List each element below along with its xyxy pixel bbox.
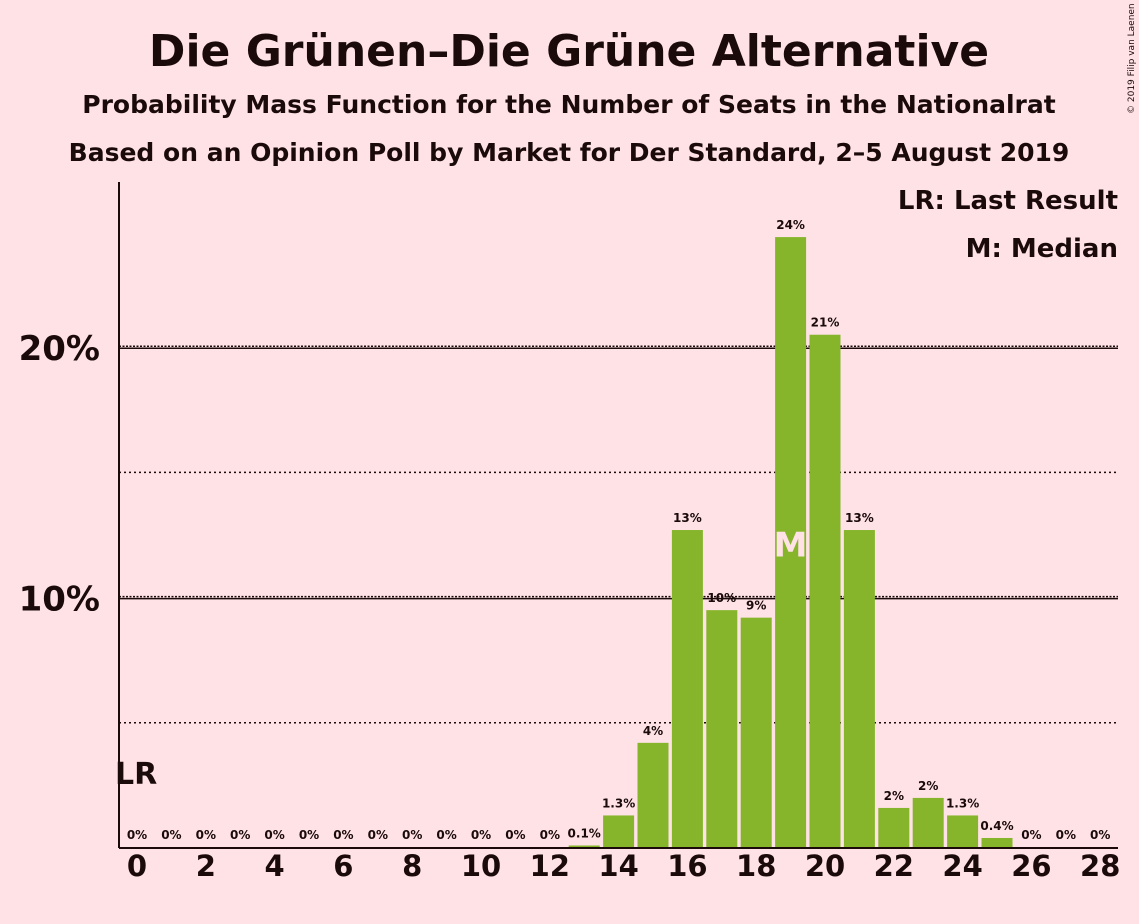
data-label: 0% xyxy=(1021,828,1041,842)
data-label: 0.1% xyxy=(568,826,601,840)
data-label: 9% xyxy=(746,599,766,613)
data-label: 24% xyxy=(776,218,805,232)
bar xyxy=(671,530,703,848)
data-label: 1.3% xyxy=(946,796,979,810)
x-tick-label: 22 xyxy=(874,849,914,883)
data-label: 0% xyxy=(299,828,319,842)
data-label: 13% xyxy=(845,511,874,525)
x-tick-label: 18 xyxy=(736,849,776,883)
x-tick-label: 2 xyxy=(196,849,216,883)
data-label: 0% xyxy=(1090,828,1110,842)
data-label: 1.3% xyxy=(602,796,635,810)
legend-median: M: Median xyxy=(966,234,1118,264)
x-tick-label: 6 xyxy=(333,849,353,883)
data-label: 13% xyxy=(673,511,702,525)
median-marker: M xyxy=(774,526,808,566)
bar xyxy=(809,334,841,848)
data-label: 0% xyxy=(127,828,147,842)
chart-title: Die Grünen–Die Grüne Alternative xyxy=(149,26,989,77)
data-label: 2% xyxy=(918,779,938,793)
chart-subtitle-1: Probability Mass Function for the Number… xyxy=(82,90,1055,119)
data-label: 0% xyxy=(264,828,284,842)
data-label: 0% xyxy=(540,828,560,842)
x-tick-label: 14 xyxy=(598,849,638,883)
y-tick-label: 20% xyxy=(19,329,100,369)
copyright-text: © 2019 Filip van Laenen xyxy=(1127,3,1137,114)
data-label: 0.4% xyxy=(980,819,1013,833)
axes-group: 10%20%0 2 4 6 8 10 12 14 16 18 20 22 24 26 28 xyxy=(19,182,1120,883)
bar xyxy=(981,837,1013,848)
x-tick-label: 16 xyxy=(667,849,707,883)
data-label: 0% xyxy=(161,828,181,842)
data-label: 0% xyxy=(196,828,216,842)
bar xyxy=(568,845,600,848)
x-tick-label: 8 xyxy=(402,849,422,883)
data-label: 0% xyxy=(368,828,388,842)
gridlines xyxy=(119,345,1118,724)
data-label: 0% xyxy=(402,828,422,842)
data-label: 4% xyxy=(643,724,663,738)
data-label: 0% xyxy=(230,828,250,842)
last-result-marker: LR xyxy=(115,757,157,792)
data-label: 0% xyxy=(1056,828,1076,842)
bar xyxy=(740,617,772,848)
bar xyxy=(912,797,944,848)
x-tick-label: 12 xyxy=(530,849,570,883)
data-label: 2% xyxy=(884,789,904,803)
x-tick-label: 24 xyxy=(942,849,982,883)
bar xyxy=(775,237,807,848)
data-label: 10% xyxy=(707,591,736,605)
x-tick-label: 0 xyxy=(127,849,147,883)
x-tick-label: 28 xyxy=(1080,849,1120,883)
x-tick-label: 26 xyxy=(1011,849,1051,883)
x-tick-label: 20 xyxy=(805,849,845,883)
bar xyxy=(706,610,738,848)
bar xyxy=(603,815,635,848)
data-label: 0% xyxy=(436,828,456,842)
data-label: 0% xyxy=(505,828,525,842)
x-tick-label: 4 xyxy=(265,849,285,883)
bars-group xyxy=(568,237,1013,848)
legend-last-result: LR: Last Result xyxy=(898,186,1118,216)
chart-subtitle-2: Based on an Opinion Poll by Market for D… xyxy=(69,138,1070,167)
data-labels-group: 0% 0% 0% 0% 0% 0% 0% 0% 0% 0% 0% 0% 0% 0.1% 1.3% 4% 13% 1… xyxy=(115,218,1110,842)
x-tick-label: 10 xyxy=(461,849,501,883)
bar xyxy=(637,742,669,848)
bar xyxy=(947,815,979,848)
y-tick-label: 10% xyxy=(19,580,100,620)
data-label: 21% xyxy=(811,316,840,330)
bar xyxy=(843,530,875,848)
data-label: 0% xyxy=(471,828,491,842)
bar xyxy=(878,807,910,848)
data-label: 0% xyxy=(333,828,353,842)
